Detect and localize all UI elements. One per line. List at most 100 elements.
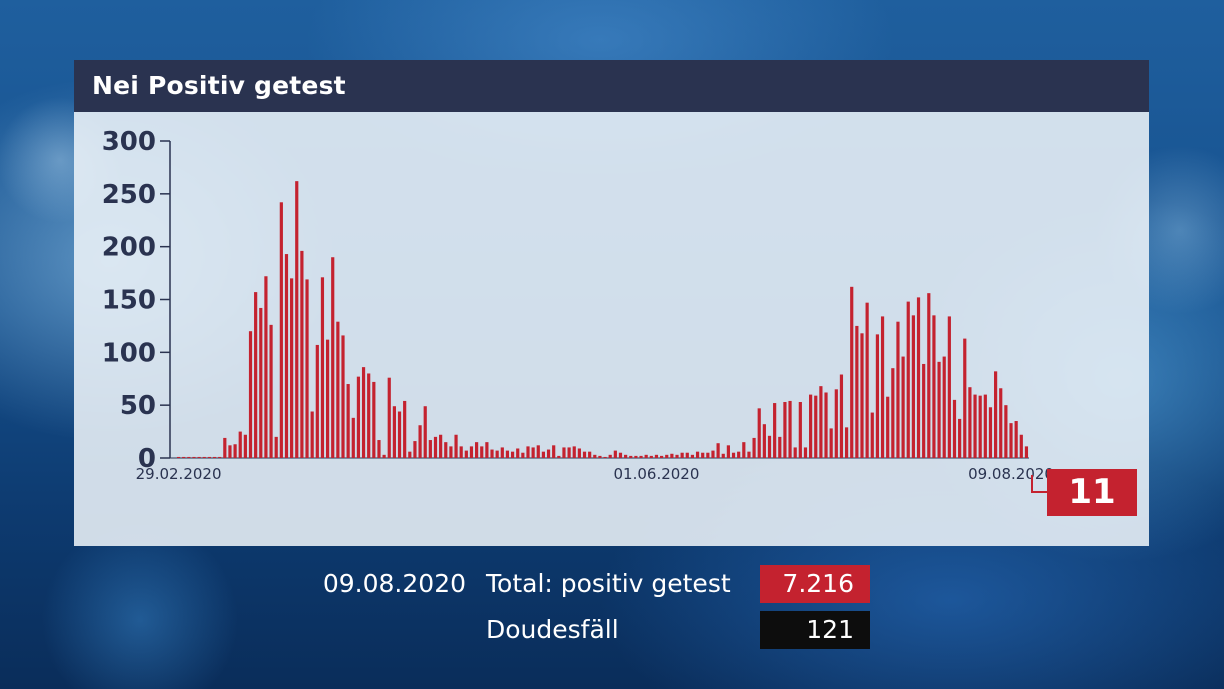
bar	[351, 417, 355, 458]
bar	[408, 451, 412, 458]
bar	[248, 331, 253, 458]
bar	[906, 301, 910, 458]
bar	[228, 445, 232, 458]
bar	[295, 181, 299, 458]
bar	[567, 447, 571, 458]
bar	[654, 454, 659, 458]
bar-chart: 0 50 100 150 200 250 300 29.02.2020 01.06.2020 0…	[102, 127, 1054, 483]
chart-panel: Nei Positiv getest 0 50 100 150 200 250 300 29…	[74, 60, 1149, 546]
y-axis: 0 50 100 150 200 250 300	[102, 127, 1029, 474]
bar	[562, 447, 566, 458]
bar	[988, 407, 993, 458]
bar	[403, 400, 407, 458]
bar	[680, 452, 684, 458]
bar	[223, 437, 227, 458]
bar	[331, 257, 335, 458]
y-tick-label: 50	[120, 391, 156, 421]
bar	[706, 452, 710, 458]
bar	[942, 356, 946, 458]
bar	[495, 450, 499, 458]
bar	[325, 339, 330, 458]
bar	[1019, 434, 1023, 458]
bar	[372, 381, 376, 458]
bar	[521, 452, 525, 458]
bar	[783, 402, 787, 458]
bar	[182, 456, 186, 458]
bar	[202, 456, 206, 458]
bar	[212, 456, 217, 458]
bar	[433, 436, 438, 458]
bar	[387, 377, 391, 458]
bar	[716, 443, 720, 458]
bar	[505, 450, 510, 458]
bar	[582, 451, 587, 458]
bar	[711, 450, 715, 458]
bar	[536, 445, 540, 458]
bar	[916, 297, 921, 458]
bar	[644, 454, 648, 458]
bar	[665, 454, 669, 458]
bar	[449, 446, 453, 458]
bar	[999, 388, 1003, 458]
bar	[726, 445, 730, 458]
bar	[1009, 423, 1013, 458]
bar	[870, 412, 874, 458]
bar	[418, 425, 422, 458]
bar	[572, 446, 576, 458]
bar	[742, 442, 746, 458]
bar	[480, 446, 484, 458]
bar	[819, 386, 823, 458]
bar	[983, 394, 987, 458]
bar	[361, 367, 366, 458]
bar	[516, 448, 520, 458]
bar	[300, 250, 304, 458]
bar	[937, 361, 941, 458]
bar	[259, 307, 263, 458]
bar	[757, 408, 761, 458]
bar	[593, 454, 597, 458]
bar	[320, 277, 325, 458]
bar	[428, 440, 432, 458]
chart-header: Nei Positiv getest	[74, 60, 1149, 112]
bar	[367, 373, 371, 458]
bar	[824, 392, 828, 458]
bar	[891, 368, 895, 458]
bar	[834, 389, 838, 458]
bar	[850, 286, 854, 458]
bar	[767, 435, 772, 458]
bar	[264, 276, 268, 458]
bar	[284, 254, 289, 458]
bar	[896, 321, 900, 458]
bar	[187, 456, 191, 458]
bar	[880, 316, 885, 458]
summary-date: 09.08.2020	[322, 569, 466, 598]
bar	[310, 411, 314, 458]
bar	[469, 446, 474, 458]
bar	[875, 334, 880, 458]
bar	[500, 447, 504, 458]
bar	[207, 456, 211, 458]
chart-area: 0 50 100 150 200 250 300 29.02.2020 01.06.2020 0…	[74, 112, 1149, 546]
bar	[526, 446, 530, 458]
bar	[413, 441, 417, 458]
bar	[778, 436, 782, 458]
bar	[978, 395, 982, 458]
bar	[649, 455, 653, 458]
bar	[968, 387, 972, 458]
y-tick-label: 150	[102, 286, 156, 316]
bar	[911, 315, 915, 458]
total-positive-value: 7.216	[760, 565, 870, 603]
bar	[886, 396, 890, 458]
bar	[1024, 446, 1029, 458]
bar	[829, 428, 833, 458]
bar	[464, 450, 468, 458]
bar	[860, 333, 864, 458]
bar	[855, 325, 859, 458]
bar	[557, 455, 561, 458]
bar	[197, 456, 201, 458]
bar	[947, 316, 951, 458]
bar	[377, 440, 381, 458]
bar	[341, 335, 345, 458]
bar	[675, 454, 679, 458]
y-tick-label: 100	[102, 338, 156, 368]
